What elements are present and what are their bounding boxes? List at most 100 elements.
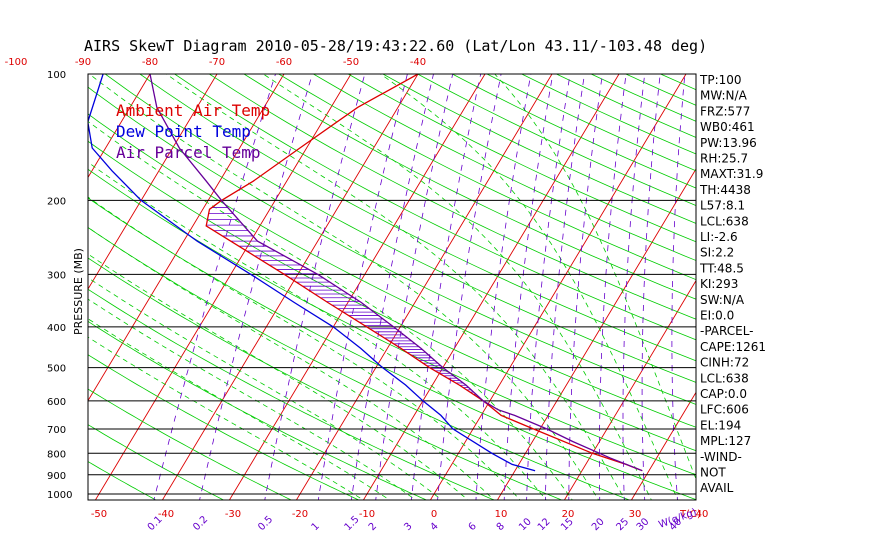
index-entry: TP:100 (699, 73, 742, 87)
mixing-ratio-tick-label: 10 (517, 516, 534, 533)
mixing-ratio-lines (153, 74, 686, 500)
index-entry: LCL:638 (700, 371, 749, 385)
mixing-ratio-line (350, 74, 434, 500)
top-temp-tick-label: -60 (276, 57, 292, 68)
index-entry: NOT (700, 466, 726, 480)
bottom-temp-tick-label: 0 (431, 509, 437, 520)
dry-adiabat-line (660, 74, 696, 91)
index-entry: MPL:127 (700, 434, 751, 448)
isotherm-line (94, 74, 352, 500)
index-entry: EL:194 (700, 418, 741, 432)
index-entry: SW:N/A (700, 293, 745, 307)
dry-adiabat-line (88, 461, 157, 500)
pressure-tick-label: 900 (47, 471, 66, 482)
mixing-ratio-line (526, 74, 571, 500)
legend-entry: Dew Point Temp (116, 122, 251, 141)
isotherm-line (563, 279, 696, 500)
dry-adiabat-line (88, 288, 495, 500)
bottom-temp-tick-label: 20 (562, 509, 575, 520)
mixing-ratio-tick-label: 0.5 (256, 514, 275, 533)
top-temperature-ticks: -120-110-100-90-80-70-60-50-40 (5, 57, 427, 68)
index-entry: KI:293 (700, 277, 738, 291)
mixing-ratio-line (503, 74, 554, 500)
mixing-ratio-line (544, 74, 585, 500)
mixing-ratio-tick-label: 4 (428, 521, 440, 533)
mixing-ratio-line (375, 74, 454, 500)
moist-adiabat-line (165, 74, 626, 500)
series-ambient-air-templine (205, 74, 643, 472)
moist-adiabat-line (88, 196, 521, 500)
index-entry: EI:0.0 (700, 309, 734, 323)
index-entry: SI:2.2 (700, 246, 734, 260)
top-temp-tick-label: -40 (410, 57, 426, 68)
isotherm-line (0, 74, 16, 503)
isotherm-line (429, 74, 687, 500)
moist-adiabat-line (88, 161, 547, 500)
dry-adiabat-line (88, 140, 696, 452)
mixing-ratio-line (410, 74, 482, 500)
pressure-tick-label: 400 (47, 323, 66, 334)
index-entry: FRZ:577 (700, 104, 750, 118)
moist-adiabat-lines (88, 74, 696, 500)
index-entry: LCL:638 (700, 214, 749, 228)
pressure-tick-label: 1000 (47, 490, 72, 501)
pressure-tick-label: 600 (47, 397, 66, 408)
mixing-ratio-line (475, 74, 532, 500)
isotherm-line (630, 391, 696, 500)
sounding-series (88, 74, 643, 472)
mixing-ratio-line (568, 74, 603, 500)
moist-adiabat-line (494, 74, 696, 480)
index-entry: WB0:461 (700, 120, 755, 134)
dry-adiabat-line (174, 74, 696, 341)
pressure-tick-label: 500 (47, 364, 66, 375)
mixing-ratio-tick-label: 1 (310, 521, 322, 533)
mixing-ratio-line (437, 74, 502, 500)
index-entry: LFC:606 (700, 403, 749, 417)
dry-adiabat-line (139, 74, 696, 362)
series-dew-point-templine (88, 74, 536, 472)
index-entry: TH:4438 (699, 183, 751, 197)
isotherm-line (0, 74, 83, 503)
dry-adiabat-line (799, 74, 870, 503)
pressure-tick-label: 700 (47, 425, 66, 436)
pressure-tick-label: 300 (47, 270, 66, 281)
mixing-ratio-tick-label: 20 (590, 516, 607, 533)
dry-adiabat-line (88, 168, 696, 476)
index-entry: LI:-2.6 (700, 230, 738, 244)
plot-frame (87, 73, 697, 501)
series-air-parcel-templine (149, 74, 643, 472)
pressure-ticks: 100 200 300 400 500 600 700 800 900 1000 (47, 70, 72, 501)
dry-adiabat-line (313, 74, 696, 261)
bottom-temp-tick-label: 10 (495, 509, 508, 520)
top-temp-tick-label: -80 (142, 57, 158, 68)
mixing-ratio-line (317, 74, 408, 500)
bottom-temperature-ticks: -50 -40 -30 -20 -10 0 10 20 30 40T(C) (91, 509, 709, 520)
mixing-ratio-line (671, 74, 686, 500)
isotherm-line (228, 74, 486, 500)
isobar-lines (88, 74, 696, 495)
index-entry: AVAIL (700, 481, 734, 495)
mixing-ratio-tick-label: 6 (467, 521, 479, 533)
isotherm-line (88, 74, 151, 179)
top-temp-tick-label: -70 (209, 57, 225, 68)
legend: Ambient Air Temp Dew Point Temp Air Parcel… (116, 101, 270, 162)
mixing-ratio-line (264, 74, 366, 500)
chart-title: AIRS SkewT Diagram 2010-05-28/19:43:22.6… (84, 37, 707, 55)
moist-adiabat-line (89, 74, 600, 500)
dry-adiabat-line (382, 74, 696, 224)
mixing-ratio-tick-label: 3 (402, 521, 414, 533)
bottom-temp-tick-label: -10 (359, 509, 375, 520)
mixing-ratio-line (153, 74, 276, 500)
mixing-ratio-tick-label: 8 (495, 521, 507, 533)
bottom-temp-tick-label: -20 (292, 509, 308, 520)
cape-hatching (206, 200, 481, 400)
index-entry: L57:8.1 (700, 199, 745, 213)
dry-adiabat-line (88, 113, 696, 428)
pressure-tick-label: 200 (47, 196, 66, 207)
mixing-ratio-tick-label: 2 (367, 521, 379, 533)
bottom-temp-tick-label: 30 (629, 509, 642, 520)
dry-adiabat-line (209, 74, 696, 320)
dry-adiabat-line (104, 74, 696, 383)
index-entry: CAPE:1261 (700, 340, 766, 354)
